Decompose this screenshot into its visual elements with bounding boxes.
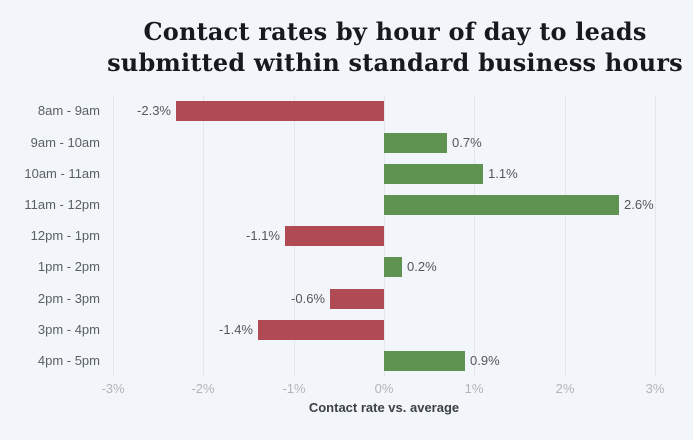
gridline xyxy=(565,95,566,377)
category-label: 1pm - 2pm xyxy=(37,259,100,274)
bar-12pm-1pm xyxy=(285,226,384,246)
category-label: 9am - 10am xyxy=(30,135,100,150)
value-label: -1.4% xyxy=(219,322,253,337)
bar-2pm-3pm xyxy=(330,289,384,309)
gridline xyxy=(474,95,475,377)
value-label: -2.3% xyxy=(137,103,171,118)
x-tick-label: 0% xyxy=(374,381,394,396)
x-tick-label: -2% xyxy=(191,381,215,396)
chart-title: Contact rates by hour of day to leads su… xyxy=(107,17,683,77)
category-label: 2pm - 3pm xyxy=(37,291,100,306)
category-label: 11am - 12pm xyxy=(24,197,100,212)
bar-10am-11am xyxy=(384,164,483,184)
x-tick-label: 3% xyxy=(645,381,665,396)
x-tick-label: -3% xyxy=(101,381,125,396)
x-tick-label: 1% xyxy=(464,381,484,396)
category-label: 8am - 9am xyxy=(37,103,100,118)
category-label: 3pm - 4pm xyxy=(37,322,100,337)
gridline xyxy=(113,95,114,377)
category-label: 10am - 11am xyxy=(24,166,100,181)
gridline xyxy=(655,95,656,377)
bar-9am-10am xyxy=(384,133,447,153)
gridline xyxy=(203,95,204,377)
bar-1pm-2pm xyxy=(384,257,402,277)
bar-11am-12pm xyxy=(384,195,619,215)
category-label: 4pm - 5pm xyxy=(37,353,100,368)
value-label: 0.2% xyxy=(407,259,437,274)
value-label: 0.7% xyxy=(452,135,482,150)
x-tick-label: 2% xyxy=(555,381,575,396)
bar-8am-9am xyxy=(176,101,384,121)
value-label: 1.1% xyxy=(488,166,518,181)
x-tick-label: -1% xyxy=(282,381,306,396)
value-label: 2.6% xyxy=(624,197,654,212)
gridline xyxy=(384,95,385,377)
value-label: -0.6% xyxy=(291,291,325,306)
value-label: -1.1% xyxy=(246,228,280,243)
bar-4pm-5pm xyxy=(384,351,465,371)
value-label: 0.9% xyxy=(470,353,500,368)
category-label: 12pm - 1pm xyxy=(30,228,100,243)
bar-3pm-4pm xyxy=(258,320,384,340)
x-axis-label: Contact rate vs. average xyxy=(308,400,460,415)
